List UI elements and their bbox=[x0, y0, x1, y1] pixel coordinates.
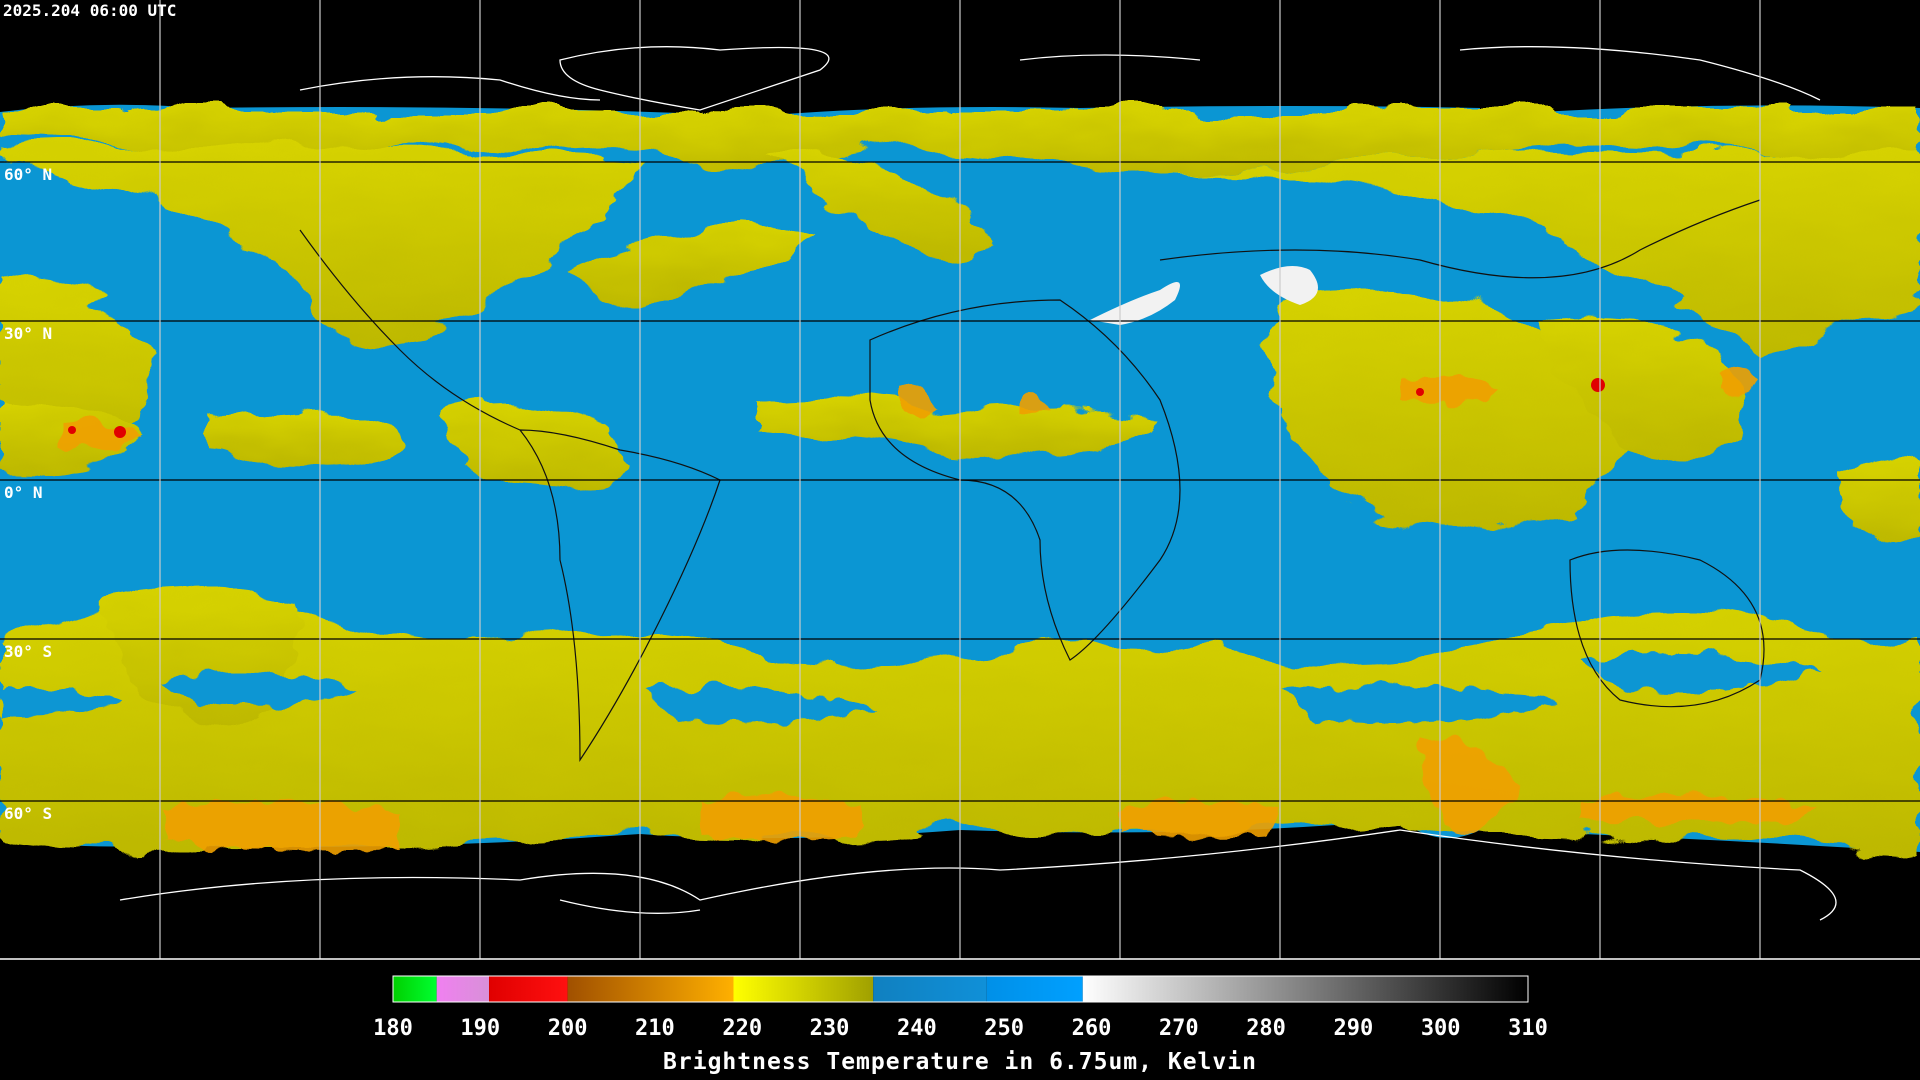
colorbar-segment bbox=[986, 976, 1083, 1002]
colorbar-frame bbox=[392, 975, 1529, 1003]
lat-label: 30° N bbox=[4, 324, 52, 343]
colorbar-tick-label: 310 bbox=[1508, 1016, 1548, 1041]
colorbar-segment bbox=[873, 976, 987, 1002]
meridians bbox=[159, 0, 1761, 959]
colorbar-segment bbox=[393, 976, 437, 1002]
colorbar-segment bbox=[436, 976, 490, 1002]
colorbar-label: Brightness Temperature in 6.75um, Kelvin bbox=[663, 1049, 1257, 1075]
colorbar-tick-label: 230 bbox=[810, 1016, 850, 1041]
colorbar-tick-label: 180 bbox=[373, 1016, 413, 1041]
colorbar-segment bbox=[489, 976, 568, 1002]
dry-spots bbox=[1090, 266, 1318, 325]
colorbar-tick-label: 260 bbox=[1072, 1016, 1112, 1041]
colorbar-tick-label: 280 bbox=[1246, 1016, 1286, 1041]
colorbar: 180 190 200 210 220 230 240 250 260 270 280 290 300 3… bbox=[373, 975, 1548, 1041]
colorbar-tick-label: 250 bbox=[984, 1016, 1024, 1041]
lat-label: 60° N bbox=[4, 165, 52, 184]
colorbar-tick-label: 220 bbox=[722, 1016, 762, 1041]
colorbar-tick-label: 190 bbox=[460, 1016, 500, 1041]
colorbar-tick-label: 240 bbox=[897, 1016, 937, 1041]
timestamp: 2025.204 06:00 UTC bbox=[3, 1, 176, 20]
lat-label: 60° S bbox=[4, 804, 52, 823]
very-cold-spots bbox=[68, 378, 1605, 438]
dry-streaks bbox=[0, 652, 1820, 724]
colorbar-segment bbox=[567, 976, 734, 1002]
colorbar-tick-label: 270 bbox=[1159, 1016, 1199, 1041]
colorbar-tick-label: 290 bbox=[1334, 1016, 1374, 1041]
colorbar-tick-label: 200 bbox=[548, 1016, 588, 1041]
coastlines-light bbox=[119, 46, 1837, 921]
colorbar-segment bbox=[733, 976, 874, 1002]
lat-label: 0° N bbox=[4, 483, 43, 502]
colorbar-tick-label: 300 bbox=[1421, 1016, 1461, 1041]
colorbar-tick-label: 210 bbox=[635, 1016, 675, 1041]
colorbar-segment bbox=[1082, 976, 1528, 1002]
lat-label: 30° S bbox=[4, 642, 52, 661]
